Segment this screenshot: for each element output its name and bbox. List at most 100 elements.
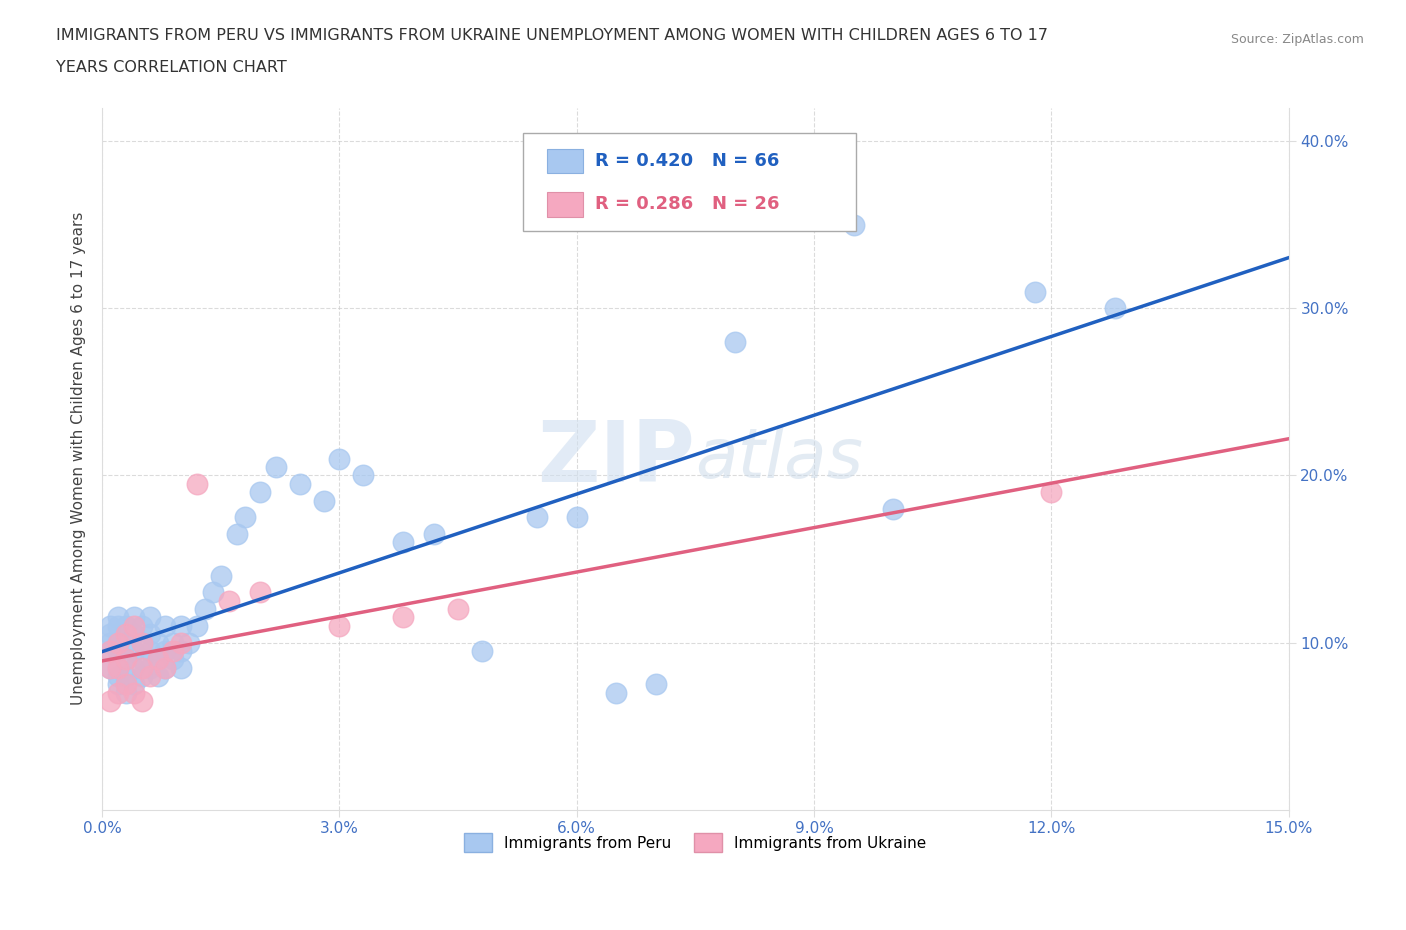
Point [131, 669, 153, 684]
Point [724, 335, 747, 350]
Point [312, 493, 335, 508]
Point [107, 635, 129, 650]
Point [98, 627, 121, 642]
Point [179, 635, 201, 650]
Legend: Immigrants from Peru, Immigrants from Ukraine: Immigrants from Peru, Immigrants from Uk… [458, 827, 932, 858]
Point [138, 610, 160, 625]
Point [328, 618, 350, 633]
Point [842, 218, 865, 232]
Point [201, 585, 224, 600]
Text: R = 0.286   N = 26: R = 0.286 N = 26 [595, 195, 779, 214]
Point [131, 660, 153, 675]
Point [131, 635, 153, 650]
Point [170, 635, 193, 650]
Point [155, 660, 177, 675]
Point [162, 652, 184, 667]
Point [138, 627, 160, 642]
Point [352, 468, 374, 483]
Point [1024, 285, 1046, 299]
Point [288, 476, 311, 491]
Point [162, 644, 184, 658]
Point [447, 602, 470, 617]
Point [107, 677, 129, 692]
Text: IMMIGRANTS FROM PERU VS IMMIGRANTS FROM UKRAINE UNEMPLOYMENT AMONG WOMEN WITH CH: IMMIGRANTS FROM PERU VS IMMIGRANTS FROM … [56, 28, 1049, 43]
Point [107, 635, 129, 650]
Point [138, 669, 160, 684]
Point [98, 644, 121, 658]
Point [115, 685, 138, 700]
Point [146, 652, 169, 667]
FancyBboxPatch shape [523, 133, 855, 231]
Point [155, 644, 177, 658]
Point [605, 685, 627, 700]
Point [122, 610, 145, 625]
Point [98, 635, 121, 650]
Point [644, 677, 666, 692]
Point [218, 593, 240, 608]
Point [391, 610, 413, 625]
Point [107, 669, 129, 684]
Point [131, 618, 153, 633]
Point [131, 635, 153, 650]
Point [526, 510, 548, 525]
Point [122, 660, 145, 675]
Point [107, 660, 129, 675]
Point [122, 627, 145, 642]
Point [146, 652, 169, 667]
Point [98, 618, 121, 633]
Point [1104, 301, 1126, 316]
Point [146, 635, 169, 650]
Point [122, 618, 145, 633]
Point [328, 451, 350, 466]
Point [115, 627, 138, 642]
Point [170, 644, 193, 658]
Point [122, 644, 145, 658]
Text: Source: ZipAtlas.com: Source: ZipAtlas.com [1230, 33, 1364, 46]
Point [107, 644, 129, 658]
Point [155, 660, 177, 675]
Point [107, 685, 129, 700]
Point [122, 685, 145, 700]
Point [423, 526, 446, 541]
Point [264, 459, 287, 474]
Point [162, 635, 184, 650]
Point [115, 677, 138, 692]
Point [391, 535, 413, 550]
Point [138, 660, 160, 675]
Point [209, 568, 232, 583]
Point [98, 660, 121, 675]
Point [131, 694, 153, 709]
Point [138, 644, 160, 658]
Text: R = 0.420   N = 66: R = 0.420 N = 66 [595, 153, 779, 170]
Point [1040, 485, 1063, 499]
Point [186, 476, 208, 491]
Point [115, 652, 138, 667]
Point [122, 677, 145, 692]
Point [194, 602, 217, 617]
Point [233, 510, 256, 525]
Bar [547, 193, 582, 217]
Point [131, 652, 153, 667]
Point [565, 510, 588, 525]
Point [107, 618, 129, 633]
Point [115, 618, 138, 633]
Point [107, 660, 129, 675]
Text: YEARS CORRELATION CHART: YEARS CORRELATION CHART [56, 60, 287, 75]
Point [98, 660, 121, 675]
Bar [547, 149, 582, 173]
Point [882, 501, 904, 516]
Point [249, 585, 271, 600]
Point [98, 644, 121, 658]
Point [115, 669, 138, 684]
Point [155, 618, 177, 633]
Point [146, 669, 169, 684]
Point [115, 635, 138, 650]
Point [249, 485, 271, 499]
Point [186, 618, 208, 633]
Point [170, 618, 193, 633]
Point [98, 694, 121, 709]
Point [225, 526, 247, 541]
Point [471, 644, 494, 658]
Point [115, 652, 138, 667]
Text: ZIP: ZIP [537, 418, 696, 500]
